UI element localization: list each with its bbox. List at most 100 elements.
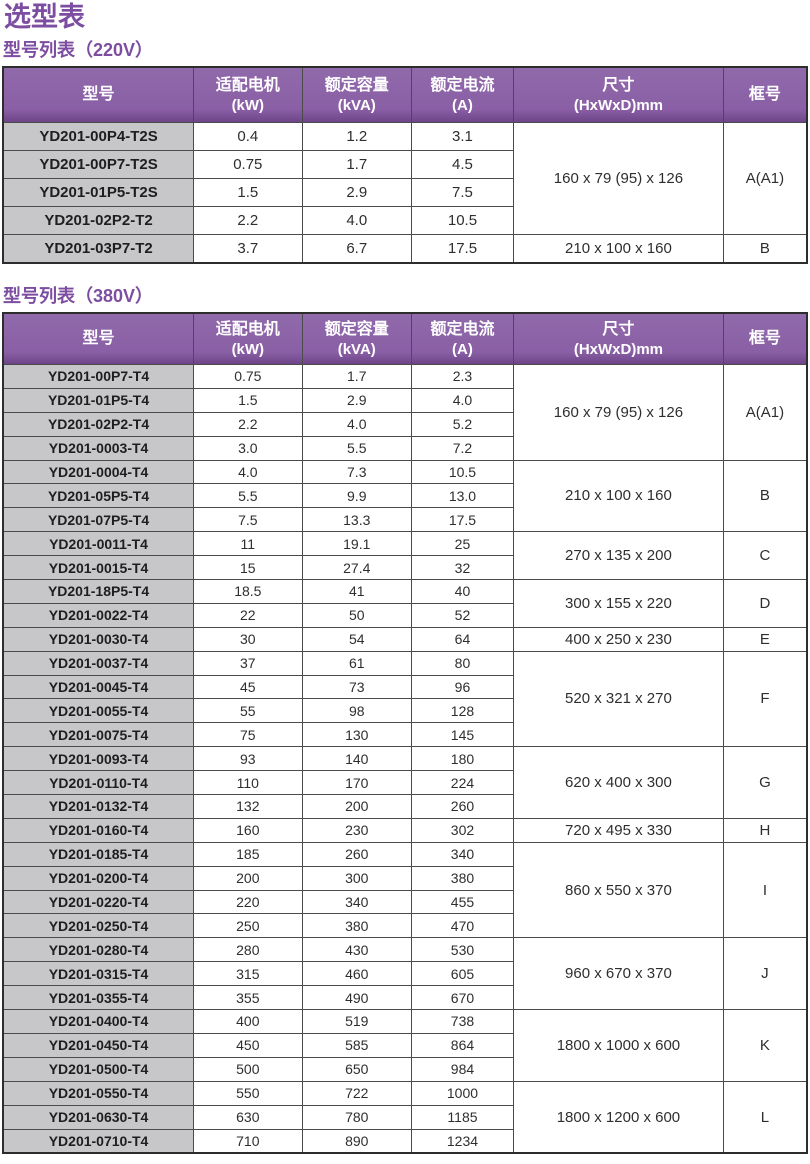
col-header-kw: 适配电机 (kW) <box>193 312 303 365</box>
amp-cell: 1234 <box>410 1128 515 1154</box>
amp-cell: 224 <box>410 770 515 796</box>
kw-cell: 2.2 <box>193 411 303 437</box>
frame-cell: A(A1) <box>722 364 808 461</box>
col-header-kva: 额定容量 (kVA) <box>301 66 412 123</box>
amp-cell: 128 <box>410 698 515 724</box>
model-cell: YD201-0250-T4 <box>2 913 195 939</box>
amp-cell: 4.0 <box>410 387 515 413</box>
model-cell: YD201-0500-T4 <box>2 1056 195 1082</box>
table-row: YD201-00P7-T4 0.75 1.7 2.3 160 x 79 (95) x 1… <box>2 364 808 461</box>
table-row: YD201-0355-T4 355 490 670 <box>2 985 807 1011</box>
table-row: YD201-0045-T4 45 73 96 <box>2 674 807 700</box>
frame-cell: H <box>722 817 808 843</box>
kw-cell: 30 <box>193 626 303 652</box>
kw-cell: 1.5 <box>193 387 303 413</box>
amp-cell: 180 <box>410 746 515 772</box>
header-row: 型号 适配电机 (kW) 额定容量 (kVA) 额定电流 (A) 尺寸 (HxWxD)mm 框号 <box>2 312 808 365</box>
amp-cell: 17.5 <box>410 234 515 264</box>
model-table-220v: 型号 适配电机 (kW) 额定容量 (kVA) 额定电流 (A) 尺寸 (HxWxD)mm 框号 … <box>2 66 808 264</box>
kva-cell: 98 <box>301 698 412 724</box>
col-header-model: 型号 <box>2 66 195 123</box>
model-cell: YD201-0037-T4 <box>2 650 195 676</box>
table-row: YD201-0500-T4 500 650 984 <box>2 1056 807 1082</box>
model-cell: YD201-0093-T4 <box>2 746 195 772</box>
kw-cell: 400 <box>193 1009 303 1034</box>
table-row: YD201-0015-T4 15 27.4 32 <box>2 555 807 581</box>
table-row: YD201-0630-T4 630 780 1185 <box>2 1104 807 1130</box>
amp-cell: 64 <box>410 626 515 652</box>
kva-cell: 1.2 <box>301 122 412 151</box>
kw-cell: 500 <box>193 1056 303 1082</box>
section-220v: 型号列表（220V） 型号 适配电机 (kW) 额定容量 (kVA) 额定电流 (A) 尺寸(… <box>2 39 808 264</box>
table-row: YD201-0550-T4 550 722 1000 1800 x 1200 x 600… <box>2 1080 808 1154</box>
kw-cell: 185 <box>193 841 303 867</box>
amp-cell: 80 <box>410 650 515 676</box>
kva-cell: 340 <box>301 889 412 915</box>
amp-cell: 380 <box>410 865 515 891</box>
table-row: YD201-0250-T4 250 380 470 <box>2 913 807 939</box>
kw-cell: 11 <box>193 531 303 557</box>
frame-cell: B <box>722 459 808 533</box>
table-row: YD201-0315-T4 315 460 605 <box>2 961 807 987</box>
dimension-cell: 400 x 250 x 230 <box>513 626 724 652</box>
kva-cell: 61 <box>301 650 412 676</box>
dimension-cell: 210 x 100 x 160 <box>513 459 724 533</box>
amp-cell: 52 <box>410 602 515 628</box>
frame-cell: J <box>722 937 808 1011</box>
section-subtitle: 型号列表（380V） <box>3 286 154 306</box>
kw-cell: 630 <box>193 1104 303 1130</box>
table-row: YD201-0037-T4 37 61 80 520 x 321 x 270 F <box>2 650 808 748</box>
table-row: YD201-03P7-T2 3.7 6.7 17.5 210 x 100 x 160 B <box>2 234 808 264</box>
section-380v: 型号列表（380V） 型号 适配电机 (kW) 额定容量 (kVA) 额定电流 (A) 尺寸(… <box>2 285 808 1155</box>
model-cell: YD201-05P5-T4 <box>2 483 195 509</box>
kw-cell: 200 <box>193 865 303 891</box>
model-cell: YD201-01P5-T2S <box>2 178 195 207</box>
kva-cell: 27.4 <box>301 555 412 581</box>
model-cell: YD201-02P2-T4 <box>2 411 195 437</box>
amp-cell: 4.5 <box>410 150 515 179</box>
model-cell: YD201-0710-T4 <box>2 1128 195 1154</box>
kw-cell: 7.5 <box>193 507 303 533</box>
col-header-dim: 尺寸 (HxWxD)mm <box>513 66 724 123</box>
dimension-cell: 270 x 135 x 200 <box>513 531 724 581</box>
kva-cell: 890 <box>301 1128 412 1154</box>
model-cell: YD201-0630-T4 <box>2 1104 195 1130</box>
dimension-cell: 1800 x 1200 x 600 <box>513 1080 724 1154</box>
table-row: YD201-01P5-T4 1.5 2.9 4.0 <box>2 387 807 413</box>
dimension-cell: 860 x 550 x 370 <box>513 841 724 939</box>
frame-cell: K <box>722 1009 808 1082</box>
amp-cell: 10.5 <box>410 459 515 485</box>
kw-cell: 15 <box>193 555 303 581</box>
model-cell: YD201-07P5-T4 <box>2 507 195 533</box>
kw-cell: 22 <box>193 602 303 628</box>
kva-cell: 50 <box>301 602 412 628</box>
col-header-model: 型号 <box>2 312 195 365</box>
dimension-cell: 160 x 79 (95) x 126 <box>513 122 724 235</box>
model-cell: YD201-0185-T4 <box>2 841 195 867</box>
kva-cell: 2.9 <box>301 178 412 207</box>
frame-cell: F <box>722 650 808 748</box>
model-cell: YD201-0450-T4 <box>2 1032 195 1058</box>
header-row: 型号 适配电机 (kW) 额定容量 (kVA) 额定电流 (A) 尺寸 (HxWxD)mm 框号 <box>2 66 808 123</box>
kw-cell: 280 <box>193 937 303 963</box>
kw-cell: 2.2 <box>193 206 303 235</box>
kva-cell: 380 <box>301 913 412 939</box>
kw-cell: 5.5 <box>193 483 303 509</box>
kva-cell: 260 <box>301 841 412 867</box>
model-cell: YD201-0400-T4 <box>2 1009 195 1034</box>
model-cell: YD201-0315-T4 <box>2 961 195 987</box>
table-row: YD201-0022-T4 22 50 52 <box>2 602 807 628</box>
table-row: YD201-01P5-T2S 1.5 2.9 7.5 <box>2 178 807 207</box>
frame-cell: B <box>722 234 808 264</box>
table-row: YD201-0011-T4 11 19.1 25 270 x 135 x 200 C <box>2 531 808 581</box>
col-header-frame: 框号 <box>722 312 808 365</box>
amp-cell: 7.5 <box>410 178 515 207</box>
table-row: YD201-0055-T4 55 98 128 <box>2 698 807 724</box>
kva-cell: 6.7 <box>301 234 412 264</box>
col-header-kw: 适配电机 (kW) <box>193 66 303 123</box>
amp-cell: 17.5 <box>410 507 515 533</box>
amp-cell: 470 <box>410 913 515 939</box>
table-row: YD201-0450-T4 450 585 864 <box>2 1032 807 1058</box>
model-cell: YD201-00P7-T4 <box>2 364 195 389</box>
